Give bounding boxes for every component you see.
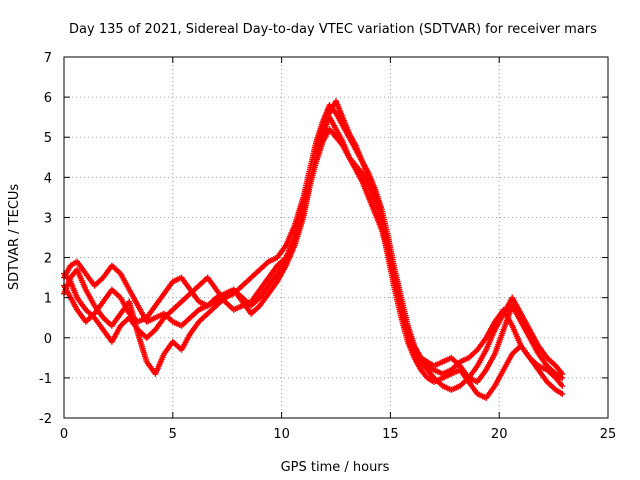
x-tick-label: 10 [273, 427, 290, 442]
x-tick-labels: 0 5 10 15 20 25 [60, 427, 616, 442]
series-trace-1 [61, 102, 566, 389]
x-tick-label: 15 [382, 427, 399, 442]
y-tick-label: 4 [44, 171, 52, 186]
y-tick-label: -1 [39, 372, 52, 387]
x-tick-label: 25 [600, 427, 617, 442]
y-tick-label: 3 [44, 211, 52, 226]
y-tick-label: 1 [44, 292, 52, 307]
plot-frame [63, 56, 609, 419]
y-tick-label: 5 [44, 131, 52, 146]
y-tick-label: -2 [39, 412, 52, 427]
x-tick-label: 20 [491, 427, 508, 442]
data-point [559, 390, 566, 397]
series-trace-4 [61, 126, 566, 401]
y-tick-label: 2 [44, 252, 52, 267]
data-points [61, 98, 566, 401]
chart-title: Day 135 of 2021, Sidereal Day-to-day VTE… [69, 22, 597, 37]
axis-ticks [63, 56, 609, 419]
data-point [559, 382, 566, 389]
x-tick-label: 0 [60, 427, 68, 442]
y-tick-label: 7 [44, 51, 52, 66]
data-point [559, 370, 566, 377]
x-tick-label: 5 [169, 427, 177, 442]
y-tick-labels: -2 -1 0 1 2 3 4 5 6 7 [39, 51, 52, 427]
y-tick-label: 6 [44, 91, 52, 106]
y-axis-label: SDTVAR / TECUs [7, 184, 22, 291]
y-tick-label: 0 [44, 332, 52, 347]
x-axis-label: GPS time / hours [281, 460, 390, 475]
